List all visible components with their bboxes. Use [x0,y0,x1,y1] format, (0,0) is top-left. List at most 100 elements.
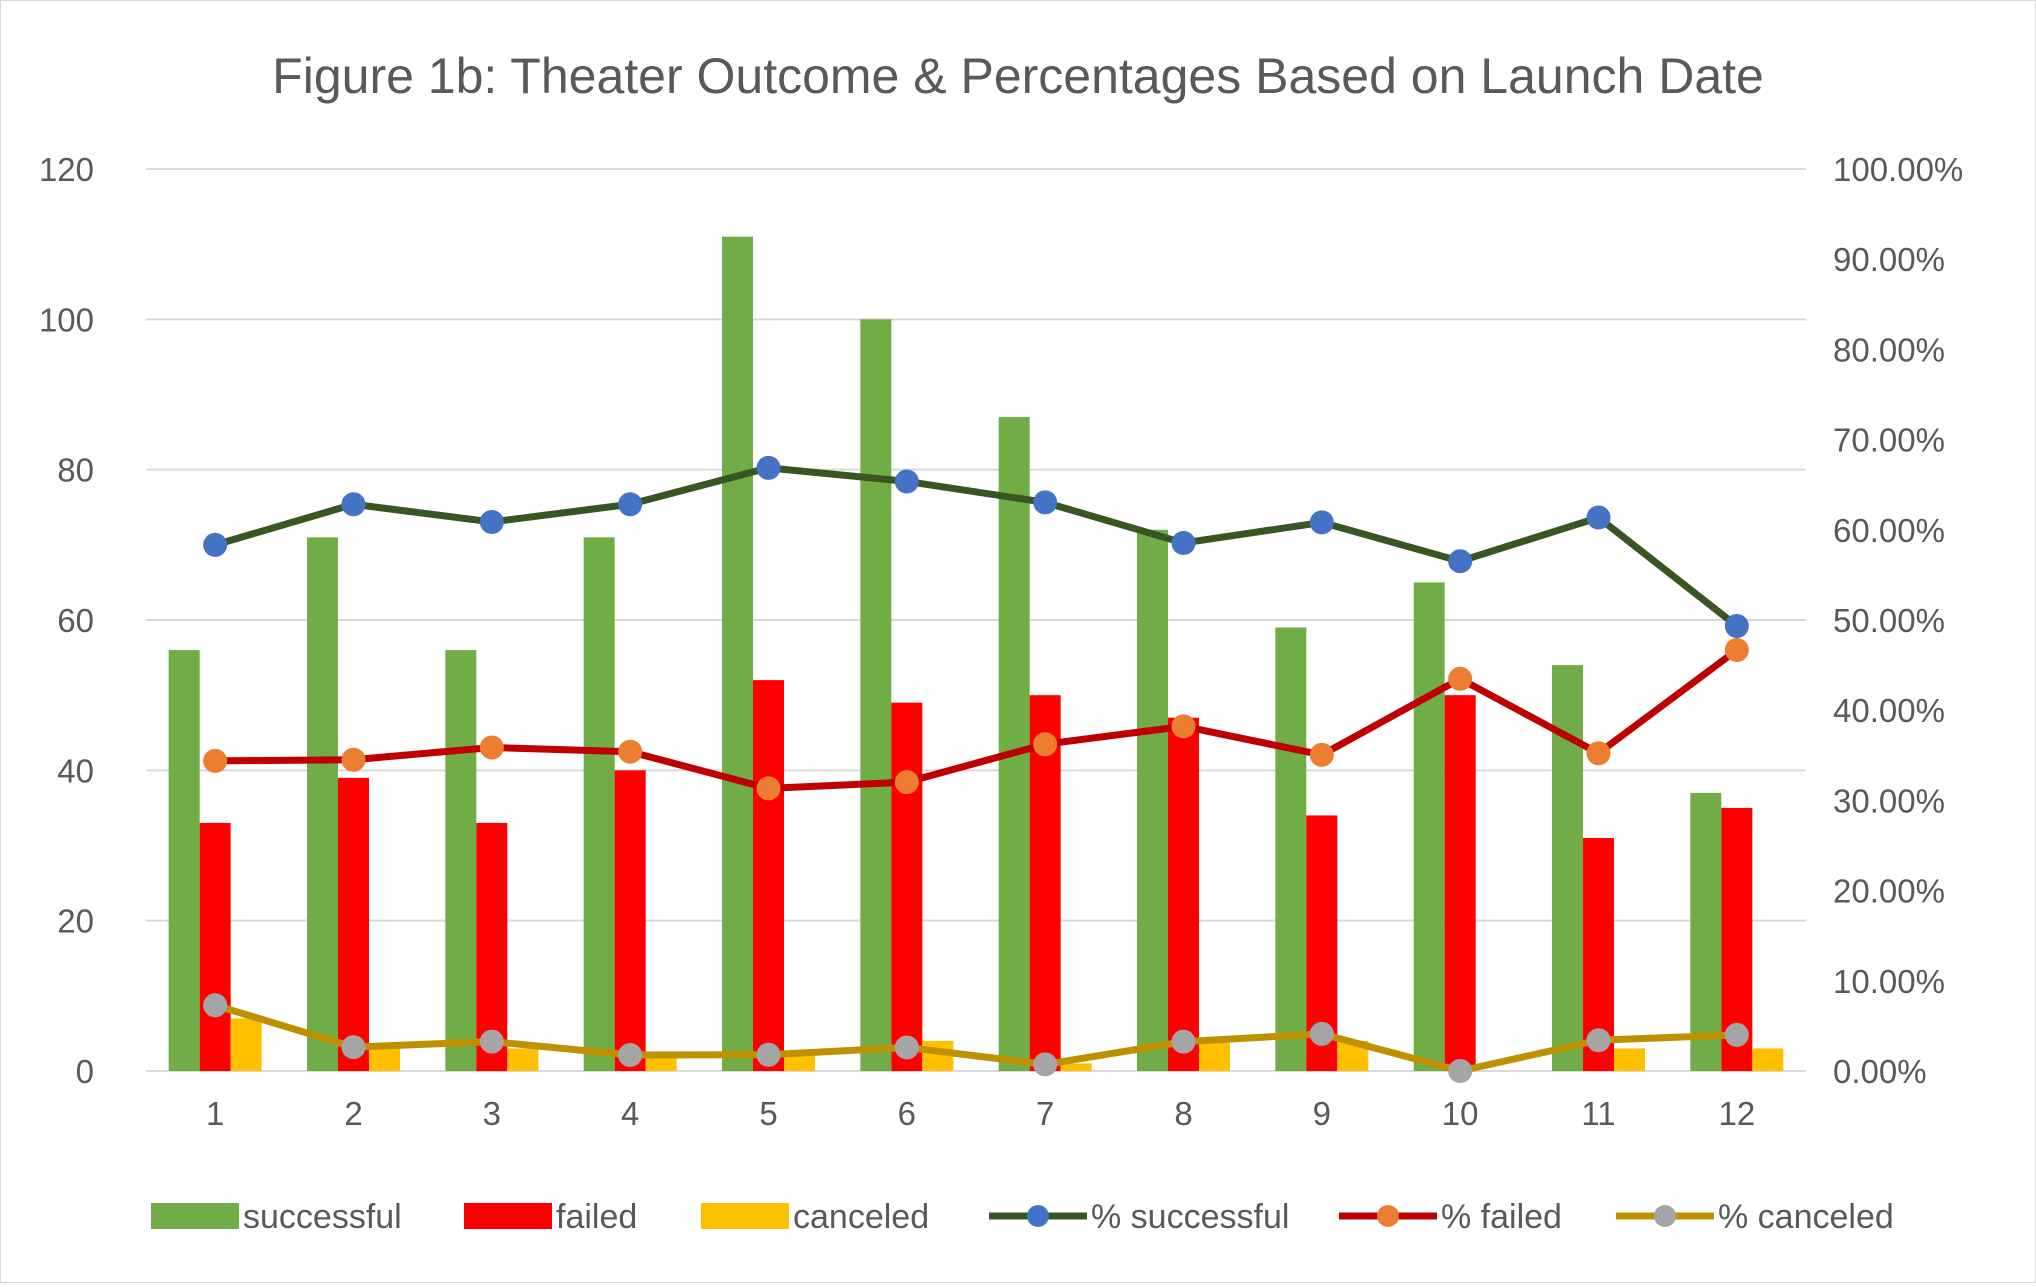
marker--canceled [1586,1028,1611,1053]
x-tick-label: 11 [1581,1095,1615,1132]
line--successful [211,464,1741,630]
y2-tick-label: 80.00% [1833,331,1945,368]
legend-label: % successful [1091,1198,1289,1236]
bar-failed [1444,695,1476,1071]
y-tick-label: 40 [57,752,94,789]
marker--failed [1171,714,1196,739]
bar-successful [722,236,753,1071]
chart-title: Figure 1b: Theater Outcome & Percentages… [272,48,1764,104]
bar-successful [1275,627,1307,1071]
legend-item: canceled [701,1198,929,1236]
marker--canceled [203,993,228,1018]
legend-item: successful [151,1198,402,1236]
bar-failed [753,680,784,1071]
marker--canceled [618,1043,643,1068]
y2-tick-label: 90.00% [1833,241,1945,278]
marker--successful [756,455,781,480]
legend-label: successful [243,1198,402,1236]
y2-tick-label: 40.00% [1833,692,1945,729]
y2-tick-label: 10.00% [1833,963,1945,1000]
marker--successful [1171,530,1196,555]
marker--canceled [341,1035,366,1060]
bar-canceled [507,1048,539,1071]
x-tick-label: 5 [759,1095,777,1132]
bar-successful [1137,529,1168,1071]
bar-successful [860,319,892,1071]
marker--successful [479,509,504,534]
bar-successful [307,537,338,1071]
x-tick-label: 3 [483,1095,501,1132]
legend-swatch [701,1203,789,1229]
y2-tick-label: 0.00% [1833,1053,1927,1090]
line--failed [211,646,1741,792]
x-tick-label: 2 [344,1095,362,1132]
legend-marker [1027,1205,1049,1227]
x-tick-label: 1 [206,1095,224,1132]
marker--failed [894,770,919,795]
marker--canceled [1171,1029,1196,1054]
marker--failed [203,748,228,773]
bar-successful [583,537,615,1071]
marker--failed [1448,666,1473,691]
bar-successful [445,650,477,1071]
bar-canceled [1199,1040,1230,1071]
marker--successful [894,469,919,494]
marker--canceled [1724,1022,1749,1047]
marker--failed [756,776,781,801]
marker--failed [479,735,504,760]
legend: successful failed canceled % successful % fa… [151,1198,1894,1236]
y2-tick-label: 100.00% [1833,151,1963,188]
y2-tick-label: 60.00% [1833,512,1945,549]
marker--canceled [479,1029,504,1054]
legend-swatch [151,1203,239,1229]
x-axis: 1 2 3 4 5 6 7 8 9 10 11 12 [206,1095,1755,1132]
legend-item: % successful [989,1198,1289,1236]
marker--failed [618,739,643,764]
marker--successful [1309,510,1334,535]
bar-successful [1413,582,1445,1071]
legend-label: canceled [793,1198,929,1236]
legend-item: failed [464,1198,637,1236]
x-tick-label: 12 [1718,1095,1755,1132]
bar-successful [1552,665,1583,1071]
y2-tick-label: 20.00% [1833,873,1945,910]
marker--failed [1586,741,1611,766]
x-tick-label: 4 [621,1095,639,1132]
legend-label: % failed [1441,1198,1562,1236]
legend-swatch [464,1203,552,1229]
marker--successful [1724,614,1749,639]
bar-canceled [784,1055,815,1071]
x-tick-label: 8 [1174,1095,1192,1132]
line--canceled [211,1001,1741,1075]
marker--failed [1309,742,1334,767]
marker--failed [341,747,366,772]
bar-failed [1029,695,1061,1071]
bar-canceled [1060,1063,1092,1071]
marker--canceled [756,1042,781,1067]
bar-canceled [369,1048,400,1071]
y-tick-label: 0 [76,1053,94,1090]
y2-tick-label: 30.00% [1833,782,1945,819]
bar-canceled [1614,1048,1645,1071]
x-tick-label: 7 [1036,1095,1054,1132]
bar-canceled [1752,1048,1784,1071]
marker--canceled [1309,1021,1334,1046]
marker--successful [1586,505,1611,530]
x-tick-label: 9 [1313,1095,1331,1132]
marker--successful [618,492,643,517]
legend-label: % canceled [1718,1198,1894,1236]
bar-successful [168,650,200,1071]
y-tick-label: 20 [57,903,94,940]
bar-failed [338,777,369,1071]
bar-successful [1690,792,1722,1071]
marker--successful [341,492,366,517]
marker--successful [1448,549,1473,574]
bar-failed [199,822,231,1071]
bars-layer [168,236,1784,1071]
marker--canceled [894,1035,919,1060]
y-tick-label: 100 [39,301,94,338]
bar-failed [614,770,646,1071]
marker--successful [203,532,228,557]
y-axis-right: 0.00% 10.00% 20.00% 30.00% 40.00% 50.00% 60.00… [1833,151,1963,1090]
